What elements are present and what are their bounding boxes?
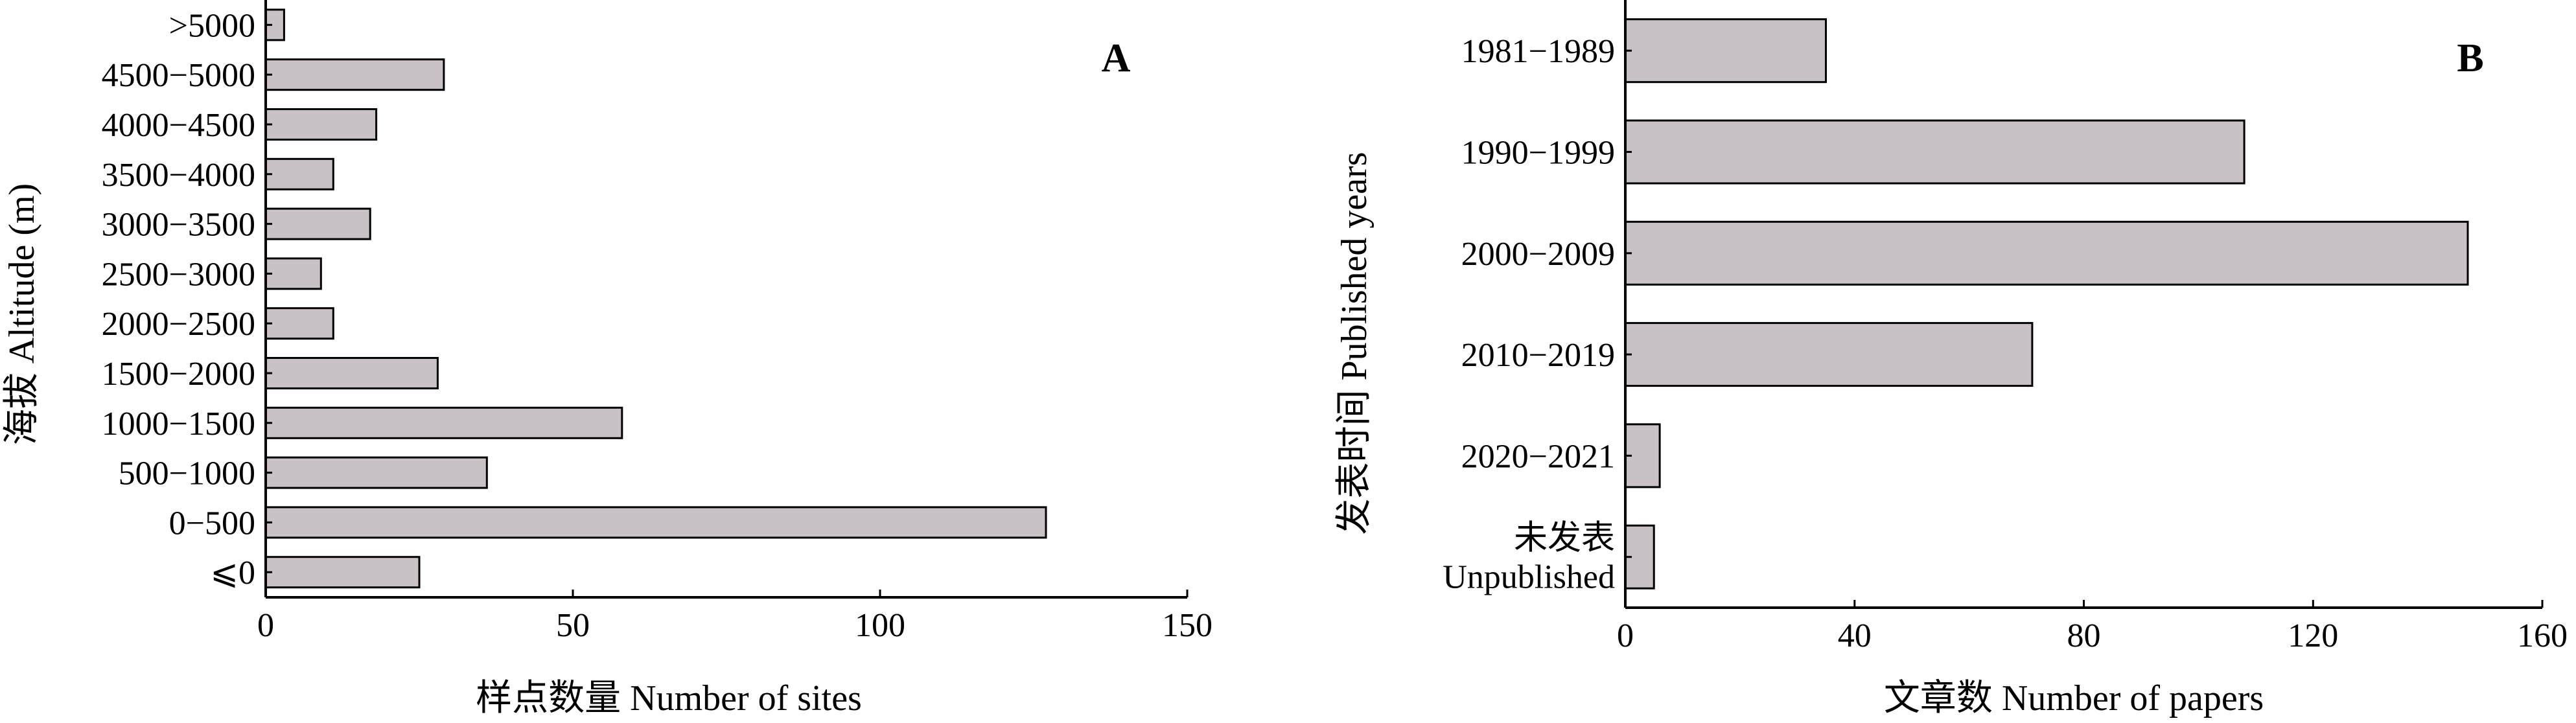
panel-b-category-label: Unpublished xyxy=(1443,559,1615,596)
panel-a-bar xyxy=(264,556,421,589)
panel-a-bar xyxy=(264,108,378,141)
panel-a-category-label: 4000−4500 xyxy=(102,107,255,144)
panel-a-chart: >5000 4500−5000 4000−4500 3500−4000 3000−350… xyxy=(2,0,1213,718)
panel-a-bar xyxy=(264,307,334,340)
panel-b-bar xyxy=(1624,220,2469,286)
panel-a-category-label: 500−1000 xyxy=(119,455,255,492)
panel-b-bar xyxy=(1624,322,2034,387)
panel-b-category-label: 2020−2021 xyxy=(1461,438,1615,475)
panel-b-bar xyxy=(1624,18,1827,84)
panel-a-bar xyxy=(264,207,371,240)
panel-b-x-tick-label: 0 xyxy=(1617,617,1634,654)
panel-b-y-axis-title: 发表时间 Published years xyxy=(1334,152,1375,534)
panel-b-x-tick-label: 40 xyxy=(1838,617,1872,654)
panel-a-category-label: 2500−3000 xyxy=(102,256,255,293)
panel-a-bars xyxy=(264,8,1047,589)
panel-a-x-tick-label: 100 xyxy=(855,607,905,644)
panel-a-y-axis-title: 海拔 Altitude (m) xyxy=(2,183,42,445)
panel-a-bar xyxy=(264,157,334,190)
panel-a-label: A xyxy=(1102,36,1131,80)
panel-a-category-label: 1000−1500 xyxy=(102,406,255,442)
panel-a-x-tick-label: 150 xyxy=(1162,607,1213,644)
panel-b-axes: 1981−1989 1990−1999 2000−2009 2010−2019 2020… xyxy=(1443,0,2568,654)
panel-b-x-tick-label: 120 xyxy=(2288,617,2338,654)
panel-b-category-label: 未发表 xyxy=(1514,520,1615,557)
panel-b-x-tick-label: 80 xyxy=(2067,617,2101,654)
panel-a-category-label: 3000−3500 xyxy=(102,207,255,244)
panel-a-category-label: ⩽0 xyxy=(210,555,255,591)
panel-a-category-label: 3500−4000 xyxy=(102,157,255,194)
panel-a-x-tick-label: 50 xyxy=(556,607,590,644)
panel-b-bars xyxy=(1624,18,2469,590)
panel-a-bar xyxy=(264,58,445,91)
panel-a-category-label: >5000 xyxy=(169,7,255,44)
panel-a-category-label: 2000−2500 xyxy=(102,306,255,343)
panel-a-bar xyxy=(264,406,623,439)
panel-a-category-label: 4500−5000 xyxy=(102,57,255,94)
panel-a-category-label: 0−500 xyxy=(169,505,255,542)
panel-b-category-label: 1990−1999 xyxy=(1461,135,1615,172)
panel-a-bar xyxy=(264,257,322,290)
panel-a-bar xyxy=(264,357,439,389)
panel-b-bar xyxy=(1624,119,2245,185)
panel-a-x-tick-label: 0 xyxy=(257,607,274,644)
panel-a-bar xyxy=(264,506,1047,539)
panel-b-chart: 1981−1989 1990−1999 2000−2009 2010−2019 2020… xyxy=(1334,0,2568,718)
panel-b-category-label: 2010−2019 xyxy=(1461,337,1615,374)
panel-a-category-label: 1500−2000 xyxy=(102,356,255,393)
panel-b-label: B xyxy=(2457,36,2483,80)
panel-b-category-label: 2000−2009 xyxy=(1461,236,1615,273)
panel-b-x-axis-title: 文章数 Number of papers xyxy=(1884,678,2264,718)
panel-b-x-tick-label: 160 xyxy=(2517,617,2568,654)
panel-b-category-label: 1981−1989 xyxy=(1461,33,1615,70)
panel-a-axes: >5000 4500−5000 4000−4500 3500−4000 3000−350… xyxy=(102,0,1213,644)
panel-a-bar xyxy=(264,456,488,489)
panel-a-x-axis-title: 样点数量 Number of sites xyxy=(476,678,862,718)
